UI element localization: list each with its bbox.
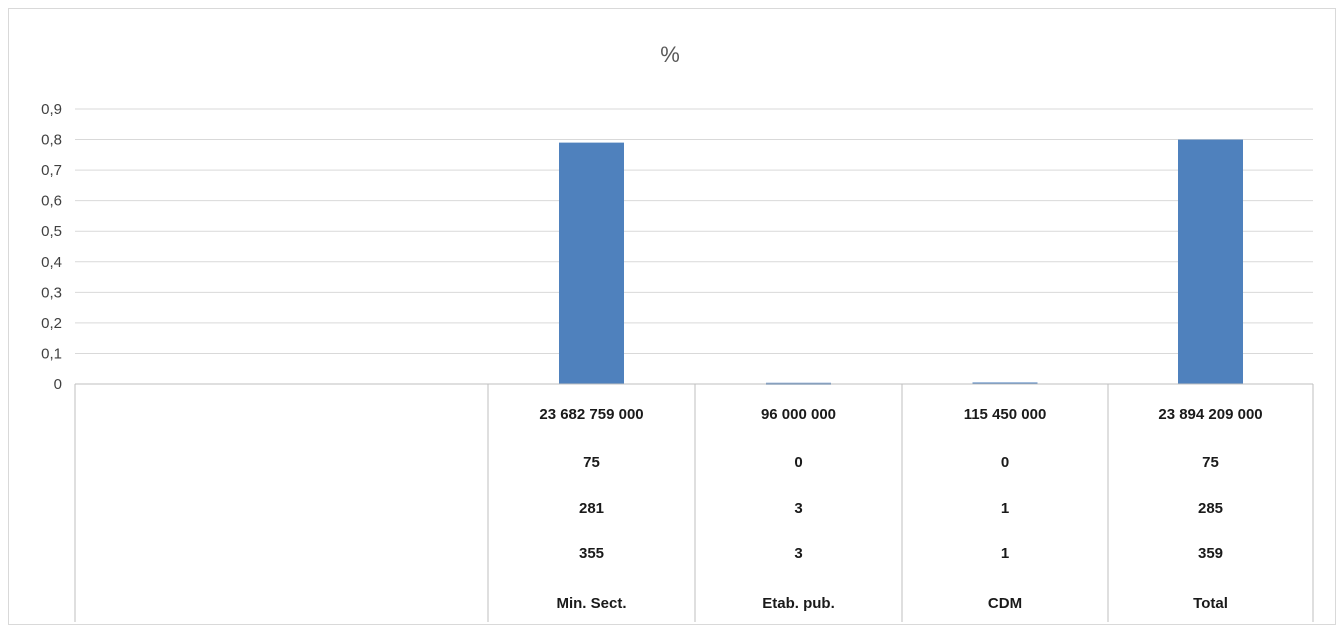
y-tick-label: 0,4 — [41, 254, 62, 271]
table-cell: 96 000 000 — [761, 406, 836, 423]
y-tick-label: 0,1 — [41, 345, 62, 362]
bar — [559, 142, 624, 384]
bar — [1178, 139, 1243, 384]
table-cell: 75 — [1202, 454, 1219, 471]
table-cell: 359 — [1198, 545, 1223, 562]
table-cell: 3 — [794, 545, 802, 562]
y-tick-label: 0,3 — [41, 284, 62, 301]
y-axis-ticks: 0 0,1 0,2 0,3 0,4 0,5 0,6 0,7 0,8 0,9 — [41, 101, 62, 393]
table-cell: 23 894 209 000 — [1158, 406, 1262, 423]
table-cell: 0 — [1001, 454, 1009, 471]
table-cell: 1 — [1001, 500, 1009, 517]
table-cell: 75 — [583, 454, 600, 471]
bars — [559, 139, 1243, 385]
chart-title: % — [660, 42, 680, 67]
table-cell: 0 — [794, 454, 802, 471]
table-cell: 23 682 759 000 — [539, 406, 643, 423]
table-cell: 285 — [1198, 500, 1223, 517]
table-cell: Etab. pub. — [762, 595, 835, 612]
data-table: 23 682 759 000 96 000 000 115 450 000 23 89… — [74, 383, 1314, 622]
table-cell: 3 — [794, 500, 802, 517]
table-cell: 115 450 000 — [964, 406, 1047, 423]
gridlines — [75, 108, 1313, 354]
y-tick-label: 0,2 — [41, 315, 62, 332]
y-tick-label: 0,8 — [41, 132, 62, 149]
table-cell: 355 — [579, 545, 604, 562]
table-cell: Min. Sect. — [556, 595, 626, 612]
y-tick-label: 0,5 — [41, 223, 62, 240]
y-tick-label: 0 — [54, 376, 62, 393]
y-tick-label: 0,6 — [41, 193, 62, 210]
y-tick-label: 0,9 — [41, 101, 62, 118]
chart-frame — [8, 8, 1336, 625]
table-cell: CDM — [988, 595, 1022, 612]
table-cell: Total — [1193, 595, 1228, 612]
y-tick-label: 0,7 — [41, 162, 62, 179]
bar — [972, 382, 1038, 385]
table-cell: 281 — [579, 500, 604, 517]
table-cell: 1 — [1001, 545, 1009, 562]
